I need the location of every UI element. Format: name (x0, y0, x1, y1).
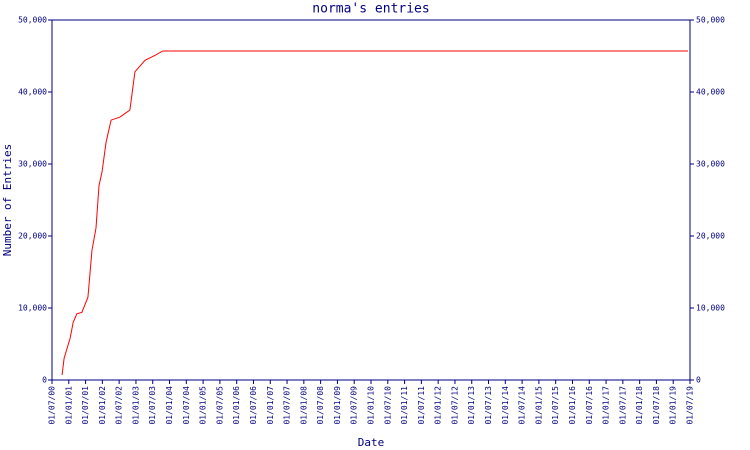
x-tick-label: 01/01/08 (299, 386, 308, 425)
x-tick-label: 01/07/05 (215, 386, 224, 425)
x-tick-label: 01/07/16 (585, 386, 594, 425)
y2-tick-label: 40,000 (696, 88, 725, 97)
x-tick-label: 01/01/06 (232, 386, 241, 425)
y2-tick-label: 50,000 (696, 16, 725, 25)
y2-tick-label: 30,000 (696, 160, 725, 169)
x-tick-label: 01/01/15 (534, 386, 543, 425)
y-tick-label: 20,000 (18, 232, 47, 241)
x-tick-label: 01/07/09 (350, 386, 359, 425)
y2-tick-label: 10,000 (696, 304, 725, 313)
chart-title: norma's entries (312, 2, 429, 17)
x-tick-label: 01/01/04 (165, 386, 174, 425)
x-tick-label: 01/01/18 (635, 386, 644, 425)
y-tick-label: 40,000 (18, 88, 47, 97)
y-tick-label: 50,000 (18, 16, 47, 25)
x-tick-label: 01/07/04 (182, 386, 191, 425)
x-tick-label: 01/07/19 (686, 386, 695, 425)
x-tick-label: 01/01/05 (199, 386, 208, 425)
y-tick-label: 10,000 (18, 304, 47, 313)
x-tick-label: 01/01/07 (266, 386, 275, 425)
data-line (61, 50, 688, 376)
x-tick-label: 01/01/02 (98, 386, 107, 425)
x-tick-label: 01/07/00 (48, 386, 57, 425)
x-tick-label: 01/07/12 (450, 386, 459, 425)
x-tick-label: 01/01/16 (568, 386, 577, 425)
x-tick-label: 01/07/02 (115, 386, 124, 425)
x-tick-label: 01/07/01 (81, 386, 90, 425)
x-tick-label: 01/01/03 (131, 386, 140, 425)
x-tick-label: 01/01/19 (669, 386, 678, 425)
x-tick-label: 01/01/11 (400, 386, 409, 425)
y-tick-label: 0 (42, 376, 47, 385)
x-tick-label: 01/07/03 (148, 386, 157, 425)
x-tick-label: 01/01/17 (602, 386, 611, 425)
x-tick-label: 01/07/11 (417, 386, 426, 425)
x-tick-label: 01/01/10 (367, 386, 376, 425)
x-tick-label: 01/07/15 (551, 386, 560, 425)
x-tick-label: 01/07/07 (283, 386, 292, 425)
x-tick-label: 01/07/18 (652, 386, 661, 425)
y-axis-label: Number of Entries (1, 144, 14, 257)
x-tick-label: 01/07/13 (484, 386, 493, 425)
x-tick-label: 01/07/06 (249, 386, 258, 425)
x-tick-label: 01/01/13 (467, 386, 476, 425)
x-tick-label: 01/01/12 (434, 386, 443, 425)
x-tick-label: 01/01/14 (501, 386, 510, 425)
x-tick-label: 01/01/09 (333, 386, 342, 425)
y2-tick-label: 20,000 (696, 232, 725, 241)
y2-tick-label: 0 (696, 376, 701, 385)
y-tick-label: 30,000 (18, 160, 47, 169)
x-tick-label: 01/07/10 (383, 386, 392, 425)
x-tick-label: 01/07/17 (618, 386, 627, 425)
x-tick-label: 01/07/08 (316, 386, 325, 425)
x-tick-label: 01/07/14 (518, 386, 527, 425)
x-tick-label: 01/01/01 (64, 386, 73, 425)
x-axis-label: Date (358, 436, 385, 449)
